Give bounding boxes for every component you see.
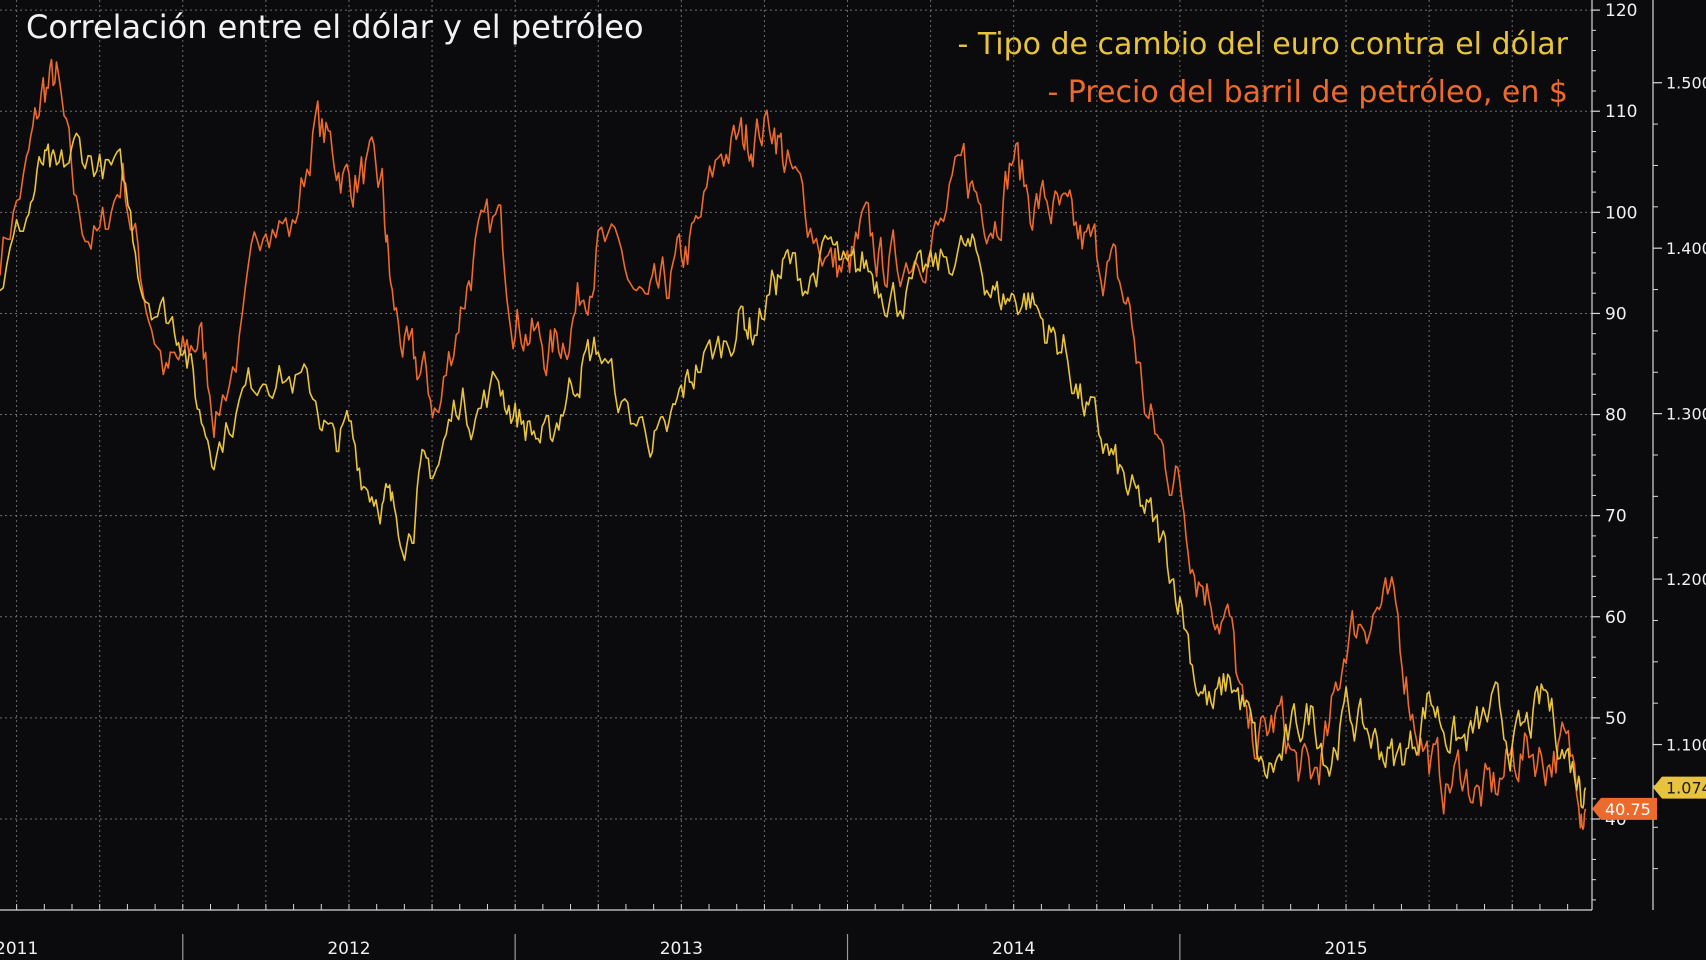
badge-shape bbox=[1653, 776, 1706, 799]
right-axis-tick-label: 1.200 bbox=[1666, 570, 1706, 589]
legend-eur: - Tipo de cambio del euro contra el dóla… bbox=[957, 27, 1568, 62]
badge-label: 1.074 bbox=[1666, 779, 1706, 798]
series-line-oil bbox=[0, 58, 1587, 831]
grid bbox=[0, 0, 1592, 910]
left-axis-tick-label: 60 bbox=[1605, 608, 1627, 628]
left-axis-tick-label: 80 bbox=[1605, 406, 1627, 426]
x-axis-tick-label: 2014 bbox=[992, 939, 1035, 959]
series-line-eur bbox=[0, 132, 1587, 809]
x-axis-tick-label: 2012 bbox=[327, 939, 370, 959]
x-axis-tick-label: 2013 bbox=[660, 939, 703, 959]
right-axis-tick-label: 1.400 bbox=[1666, 239, 1706, 258]
left-axis-tick-label: 110 bbox=[1605, 102, 1637, 122]
last-value-badge-oil: 40.75 bbox=[1592, 797, 1657, 820]
series-layer bbox=[0, 58, 1587, 831]
right-axis-tick-label: 1.100 bbox=[1666, 736, 1706, 755]
last-value-badge-eur: 1.074 bbox=[1653, 776, 1706, 799]
right-axis-tick-label: 1.300 bbox=[1666, 405, 1706, 424]
right-axis-tick-label: 1.500 bbox=[1666, 74, 1706, 93]
x-axis-tick-label: 2011 bbox=[0, 939, 38, 959]
chart-title: Correlación entre el dólar y el petróleo bbox=[26, 8, 644, 46]
badge-shape bbox=[1592, 797, 1657, 820]
legend-oil: - Precio del barril de petróleo, en $ bbox=[1047, 75, 1568, 110]
left-axis-tick-label: 90 bbox=[1605, 304, 1627, 324]
left-axis-tick-label: 100 bbox=[1605, 203, 1637, 223]
badge-label: 40.75 bbox=[1605, 800, 1651, 819]
left-axis-tick-label: 70 bbox=[1605, 507, 1627, 527]
left-axis-tick-label: 50 bbox=[1605, 709, 1627, 729]
x-axis-tick-label: 2015 bbox=[1324, 939, 1367, 959]
left-axis-tick-label: 120 bbox=[1605, 1, 1637, 21]
